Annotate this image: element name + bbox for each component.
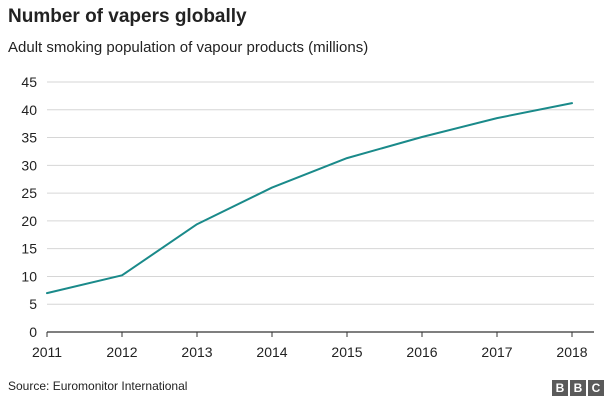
y-axis-ticks: 0 5 10 15 20 25 30 35 40 45 (21, 74, 37, 340)
y-tick-label-10: 10 (21, 268, 37, 284)
bbc-logo-letter-1: B (552, 380, 568, 396)
y-tick-label-5: 5 (29, 296, 37, 312)
series-layer (46, 102, 573, 295)
y-tick-label-25: 25 (21, 185, 37, 201)
bbc-logo-letter-3: C (588, 380, 604, 396)
x-axis-ticks: 2011 2012 2013 2014 2015 2016 2017 2018 (32, 332, 588, 360)
x-tick-label-2015: 2015 (331, 344, 362, 360)
y-tick-label-40: 40 (21, 102, 37, 118)
y-tick-label-30: 30 (21, 157, 37, 173)
chart-subtitle: Adult smoking population of vapour produ… (8, 39, 369, 56)
y-tick-label-20: 20 (21, 213, 37, 229)
chart-title: Number of vapers globally (8, 6, 247, 27)
x-tick-label-2016: 2016 (406, 344, 437, 360)
x-tick-label-2018: 2018 (556, 344, 587, 360)
y-tick-label-45: 45 (21, 74, 37, 90)
x-tick-label-2017: 2017 (481, 344, 512, 360)
x-tick-label-2013: 2013 (181, 344, 212, 360)
series-line-0 (46, 102, 573, 295)
x-tick-label-2014: 2014 (256, 344, 287, 360)
x-tick-label-2012: 2012 (106, 344, 137, 360)
bbc-logo: B B C (552, 380, 604, 396)
gridlines (47, 81, 594, 333)
bbc-logo-letter-2: B (570, 380, 586, 396)
y-tick-label-15: 15 (21, 241, 37, 257)
source-note: Source: Euromonitor International (8, 379, 188, 393)
y-tick-label-35: 35 (21, 130, 37, 146)
y-tick-label-0: 0 (29, 324, 37, 340)
x-tick-label-2011: 2011 (32, 344, 62, 360)
